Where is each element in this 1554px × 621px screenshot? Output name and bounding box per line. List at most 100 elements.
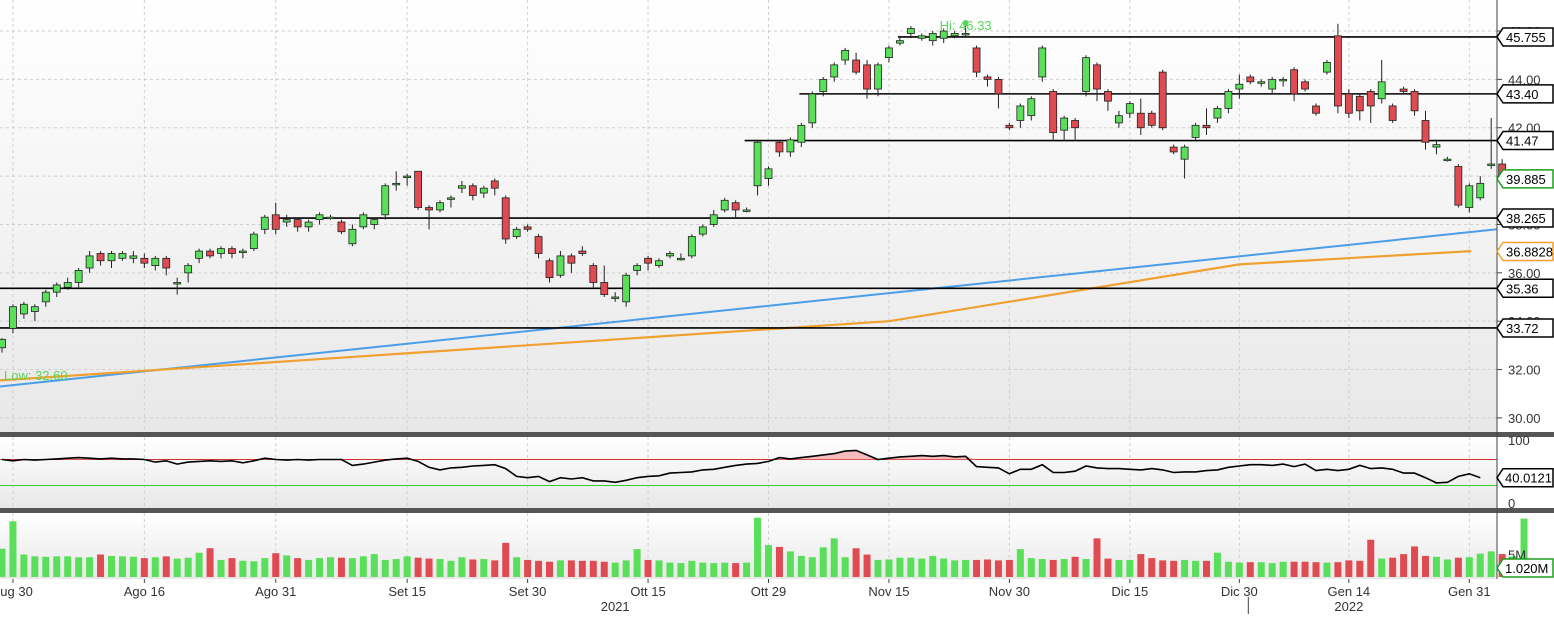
volume-bar: [491, 560, 499, 577]
volume-bar: [228, 558, 236, 577]
panel-divider-1[interactable]: [0, 432, 1554, 437]
candle-body: [644, 257, 652, 264]
candle-body: [479, 187, 488, 194]
candle-body: [1093, 64, 1101, 90]
candle-body: [852, 59, 860, 73]
rsi-layer: [0, 449, 1497, 486]
volume-bar: [984, 559, 991, 577]
date-tick-label: Lug 30: [0, 584, 33, 599]
volume-bar: [327, 557, 334, 577]
candle-body: [1202, 124, 1211, 129]
volume-bar: [1345, 560, 1353, 577]
volume-bar: [1082, 559, 1090, 577]
volume-bar: [1367, 539, 1375, 577]
candle-body: [1147, 112, 1156, 126]
candle-body: [381, 185, 390, 216]
volume-bar: [1159, 560, 1167, 577]
volume-bar: [195, 552, 203, 577]
candle-body: [359, 214, 368, 228]
candle-body: [1158, 71, 1167, 129]
candle-body: [41, 291, 50, 303]
candle-body: [1377, 81, 1386, 100]
volume-bar: [392, 559, 400, 577]
candle-body: [819, 78, 828, 92]
volume-bar: [1049, 559, 1057, 577]
candle-body: [1246, 76, 1255, 83]
candle-body: [512, 228, 521, 237]
candle-body: [249, 233, 258, 250]
volume-bar: [1290, 561, 1298, 577]
price-tag: [1496, 318, 1554, 338]
volume-bar: [337, 557, 345, 577]
candle-body: [151, 257, 160, 266]
volume-bar: [64, 556, 72, 577]
candle-body: [950, 33, 959, 37]
candle-body: [370, 219, 379, 225]
price-tag: [1496, 169, 1554, 189]
volume-bar: [42, 556, 50, 577]
candle-body: [1038, 47, 1047, 78]
price-tag: [1496, 27, 1554, 47]
rsi-line: [1, 449, 1481, 484]
volume-bar: [535, 560, 543, 577]
candle-body: [928, 33, 937, 42]
candle-body: [1104, 91, 1112, 102]
candle-body: [228, 248, 236, 254]
price-tick-label: 36.00: [1508, 266, 1541, 281]
candle-body: [622, 274, 631, 303]
volume-bar: [940, 558, 948, 577]
candle-body: [906, 28, 915, 34]
volume-bar: [1476, 553, 1484, 577]
candle-body: [1465, 185, 1474, 208]
candle-body: [1399, 88, 1408, 92]
low-annotation: Low: 32.60: [4, 368, 68, 383]
candle-body: [556, 255, 565, 276]
candle-body: [939, 30, 948, 39]
price-tag-label: 33.72: [1506, 321, 1539, 336]
panel-divider-2[interactable]: [0, 508, 1554, 513]
candle-body: [720, 199, 729, 211]
hi-annotation: Hi: 46.33: [940, 18, 992, 33]
volume-bar: [1192, 560, 1200, 577]
rsi-current-tag: [1496, 467, 1554, 488]
volume-bar: [786, 551, 794, 577]
candle-body: [885, 47, 893, 59]
candle-body: [457, 185, 466, 189]
volume-bar: [677, 563, 685, 577]
candle-body: [490, 180, 499, 189]
volume-bar: [458, 557, 466, 577]
volume-bar: [765, 545, 772, 577]
volume-bar: [1411, 546, 1419, 577]
year-label: 2021: [601, 599, 630, 614]
volume-bar: [162, 556, 170, 577]
volume-bar: [546, 561, 553, 577]
volume-current-tag: [1496, 558, 1554, 578]
volume-bar: [53, 556, 61, 577]
date-tick-label: Set 15: [388, 584, 426, 599]
candle-body: [742, 209, 751, 212]
volume-bar: [699, 562, 707, 577]
candle-body: [348, 228, 357, 245]
candle-body: [600, 282, 609, 295]
volume-bar: [316, 558, 324, 577]
volume-bar: [600, 561, 608, 577]
volume-bar: [830, 538, 838, 577]
volume-bar: [1246, 562, 1254, 577]
candle-body: [523, 226, 532, 230]
volume-bar: [1181, 559, 1189, 577]
candle-body: [238, 250, 247, 253]
volume-bar: [129, 556, 137, 577]
volume-bar: [1148, 558, 1156, 577]
candle-body: [1224, 91, 1233, 109]
candle-body: [1290, 69, 1298, 95]
volume-bar: [732, 563, 740, 577]
volume-bar: [108, 555, 115, 577]
rsi-current-label: 40.0121: [1505, 471, 1552, 486]
candle-body: [162, 257, 171, 269]
volume-bar: [1224, 561, 1232, 577]
volume-bar: [140, 558, 148, 577]
volume-bar: [414, 557, 422, 577]
candle-body: [9, 306, 17, 329]
volume-bar: [524, 559, 532, 577]
candle-body: [983, 76, 992, 80]
